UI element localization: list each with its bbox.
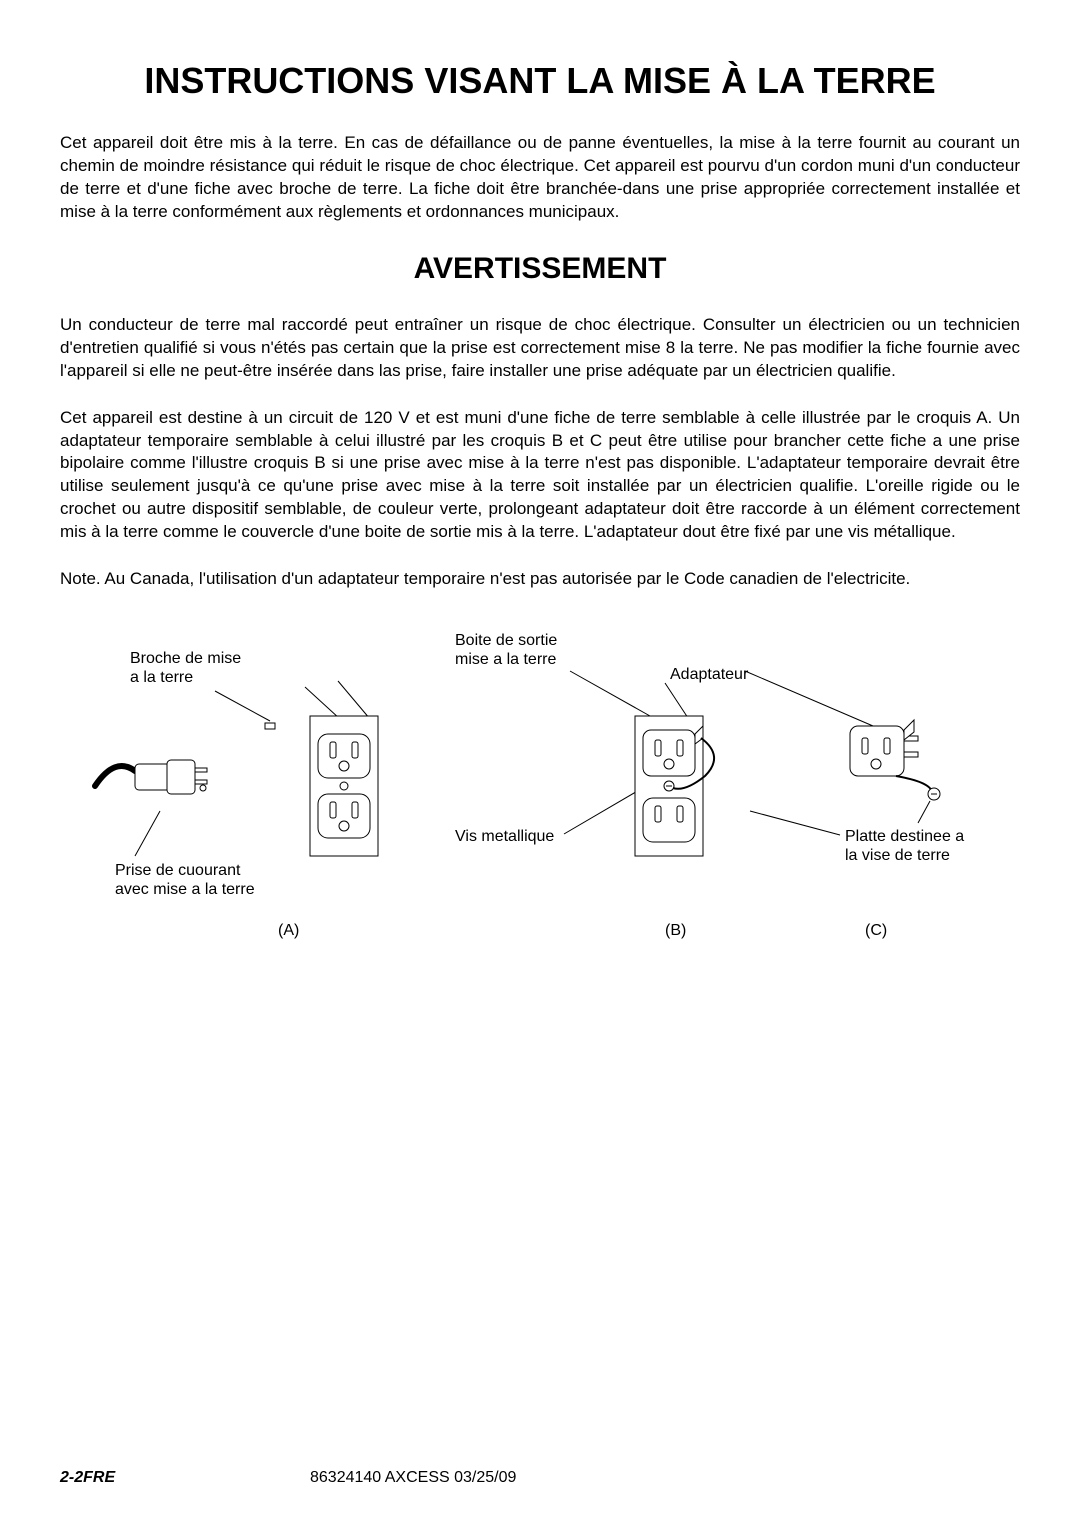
intro-paragraph: Cet appareil doit être mis à la terre. E… [60,132,1020,224]
plug-a [95,760,207,794]
warning-heading: AVERTISSEMENT [60,252,1020,286]
page-footer: 2-2FRE 86324140 AXCESS 03/25/09 [60,1469,1020,1487]
warning-paragraph-2: Cet appareil est destine à un circuit de… [60,407,1020,545]
grounding-diagram: Broche de mise a la terre Prise de cuour… [60,631,1020,961]
diagram-svg [60,631,1020,961]
warning-paragraph-1: Un conducteur de terre mal raccordé peut… [60,314,1020,383]
note-paragraph: Note. Au Canada, l'utilisation d'un adap… [60,568,1020,591]
footer-page-code: 2-2FRE [60,1469,310,1487]
page-title: INSTRUCTIONS VISANT LA MISE À LA TERRE [60,60,1020,102]
footer-doc-id: 86324140 AXCESS 03/25/09 [310,1469,1020,1487]
